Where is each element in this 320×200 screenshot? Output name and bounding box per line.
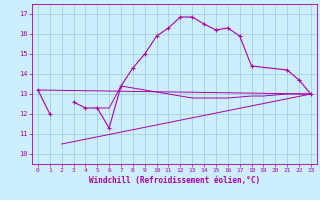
X-axis label: Windchill (Refroidissement éolien,°C): Windchill (Refroidissement éolien,°C) — [89, 176, 260, 185]
